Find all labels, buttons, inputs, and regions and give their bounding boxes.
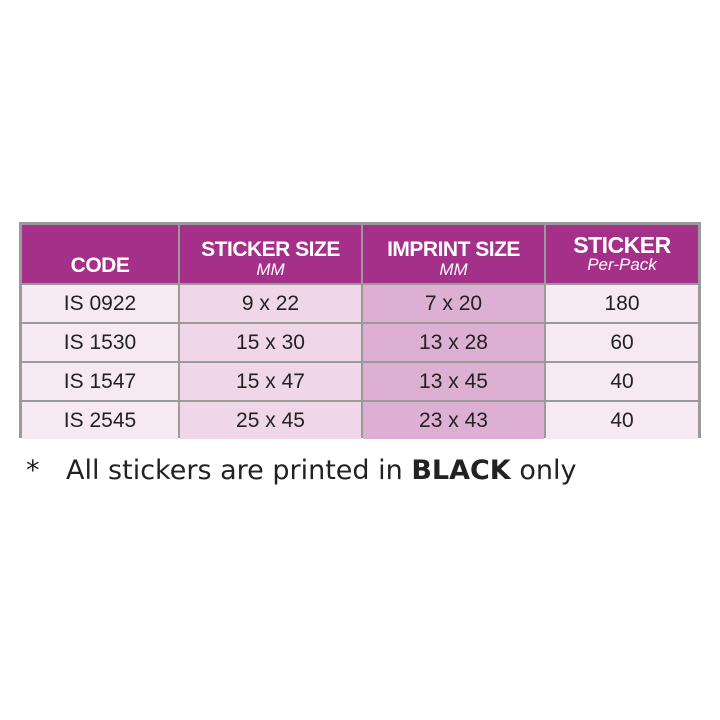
cell-per-pack: 180 (546, 285, 698, 322)
header-per-pack: STICKER Per-Pack (546, 225, 698, 283)
footnote: * All stickers are printed in BLACK only (26, 455, 576, 486)
cell-imprint-size: 23 x 43 (363, 402, 544, 439)
header-title: STICKER SIZE (201, 238, 340, 261)
header-sub: MM (256, 260, 285, 279)
header-imprint-size: IMPRINT SIZE MM (363, 225, 544, 283)
asterisk: * (26, 455, 40, 486)
sticker-size-table: CODE STICKER SIZE MM IMPRINT SIZE MM STICK… (19, 222, 701, 439)
footnote-text: All stickers are printed in (66, 455, 412, 486)
cell-imprint-size: 7 x 20 (363, 285, 544, 322)
cell-per-pack: 40 (546, 402, 698, 439)
cell-sticker-size: 9 x 22 (180, 285, 361, 322)
cell-sticker-size: 15 x 47 (180, 363, 361, 400)
footnote-bold: BLACK (411, 455, 511, 486)
cell-code: IS 1547 (22, 363, 178, 400)
cell-code: IS 2545 (22, 402, 178, 439)
header-title: IMPRINT SIZE (387, 238, 520, 261)
header-sub: MM (439, 260, 468, 279)
cell-imprint-size: 13 x 28 (363, 324, 544, 361)
footnote-tail: only (510, 455, 577, 486)
header-title: CODE (70, 254, 130, 277)
header-code: CODE (22, 225, 178, 283)
header-sub: Per-Pack (587, 255, 657, 274)
cell-sticker-size: 25 x 45 (180, 402, 361, 439)
cell-imprint-size: 13 x 45 (363, 363, 544, 400)
cell-sticker-size: 15 x 30 (180, 324, 361, 361)
cell-code: IS 1530 (22, 324, 178, 361)
cell-per-pack: 40 (546, 363, 698, 400)
header-sticker-size: STICKER SIZE MM (180, 225, 361, 283)
cell-code: IS 0922 (22, 285, 178, 322)
cell-per-pack: 60 (546, 324, 698, 361)
header-title: STICKER (573, 232, 671, 258)
